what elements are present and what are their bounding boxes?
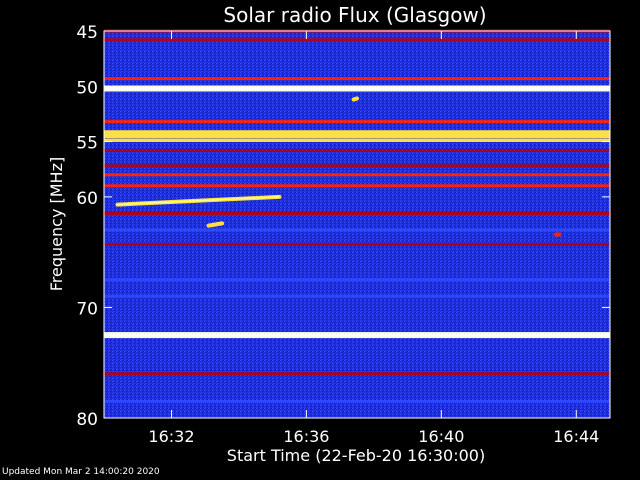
frequency-band-core-3 xyxy=(104,87,610,90)
burst-1 xyxy=(206,221,225,228)
x-tick-label-0: 16:32 xyxy=(148,427,194,446)
frequency-band-18 xyxy=(104,372,610,376)
frequency-band-14 xyxy=(104,242,610,246)
y-axis-ticks: 45 50 55 60 70 80 xyxy=(76,23,610,430)
frequency-band-2 xyxy=(104,77,610,81)
y-axis-label: Frequency [MHz] xyxy=(47,157,66,291)
y-tick-label-3: 60 xyxy=(76,189,98,209)
frequency-band-5 xyxy=(104,130,610,136)
x-axis-ticks: 16:32 16:36 16:40 16:44 xyxy=(148,31,599,446)
burst-2 xyxy=(351,96,359,102)
frequency-band-13 xyxy=(104,228,610,232)
burst-core-0 xyxy=(117,196,280,206)
frequency-band-9 xyxy=(104,164,610,168)
updated-timestamp: Updated Mon Mar 2 14:00:20 2020 xyxy=(2,467,160,477)
y-tick-label-2: 55 xyxy=(76,134,98,154)
x-axis-label: Start Time (22-Feb-20 16:30:00) xyxy=(227,446,485,465)
x-tick-label-2: 16:40 xyxy=(418,427,464,446)
frequency-band-11 xyxy=(104,184,610,188)
frequency-band-19 xyxy=(104,399,610,403)
frequency-band-7 xyxy=(104,138,610,142)
x-tick-label-3: 16:44 xyxy=(553,427,599,446)
frequency-band-6 xyxy=(104,133,610,139)
y-tick-label-1: 50 xyxy=(76,78,98,98)
y-tick-label-5: 80 xyxy=(76,410,98,430)
burst-marks xyxy=(115,96,562,237)
y-tick-label-4: 70 xyxy=(76,299,98,319)
frequency-band-12 xyxy=(104,211,610,215)
frequency-band-core-17 xyxy=(104,334,610,337)
plot-background xyxy=(104,31,610,418)
frequency-band-4 xyxy=(104,120,610,124)
frequency-band-8 xyxy=(104,148,610,152)
chart-title: Solar radio Flux (Glasgow) xyxy=(223,3,486,27)
y-tick-label-0: 45 xyxy=(76,23,98,43)
frequency-band-10 xyxy=(104,173,610,177)
frequency-band-1 xyxy=(104,38,610,42)
frequency-band-16 xyxy=(104,294,610,298)
x-tick-label-1: 16:36 xyxy=(283,427,329,446)
plot-frame xyxy=(103,30,611,419)
frequency-band-15 xyxy=(104,278,610,282)
